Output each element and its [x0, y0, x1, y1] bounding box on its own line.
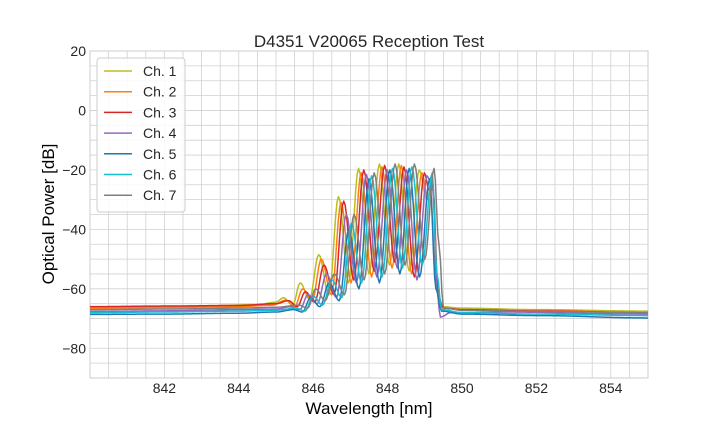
legend-label-ch-7: Ch. 7	[143, 187, 177, 203]
series-line-ch-5	[90, 167, 648, 319]
x-tick-label: 852	[525, 380, 549, 396]
legend-label-ch-6: Ch. 6	[143, 167, 177, 183]
legend: Ch. 1 Ch. 2 Ch. 3 Ch. 4 Ch. 5 Ch. 6 Ch. 7	[96, 57, 186, 213]
x-tick-label: 854	[599, 380, 623, 396]
y-tick-label: −40	[62, 221, 86, 237]
x-tick-label: 846	[302, 380, 326, 396]
x-tick-labels: 842 844 846 848 850 852 854	[153, 380, 623, 396]
chart-title: D4351 V20065 Reception Test	[254, 32, 485, 51]
series-lines	[90, 163, 648, 319]
x-tick-label: 848	[376, 380, 400, 396]
y-tick-label: 20	[70, 43, 86, 59]
x-tick-label: 842	[153, 380, 177, 396]
y-tick-label: −60	[62, 281, 86, 297]
y-tick-label: 0	[78, 102, 86, 118]
legend-label-ch-4: Ch. 4	[143, 125, 177, 141]
legend-label-ch-5: Ch. 5	[143, 146, 177, 162]
y-tick-labels: 20 0 −20 −40 −60 −80	[62, 43, 86, 356]
x-tick-label: 850	[450, 380, 474, 396]
series-line-ch-6	[90, 166, 648, 317]
legend-label-ch-1: Ch. 1	[143, 63, 177, 79]
plot-frame	[89, 50, 649, 379]
legend-label-ch-3: Ch. 3	[143, 104, 177, 120]
legend-box	[96, 57, 186, 213]
y-axis-label: Optical Power [dB]	[39, 144, 58, 285]
y-tick-label: −80	[62, 340, 86, 356]
y-tick-label: −20	[62, 162, 86, 178]
series-line-ch-7	[90, 163, 648, 314]
legend-label-ch-2: Ch. 2	[143, 84, 177, 100]
x-axis-label: Wavelength [nm]	[306, 399, 433, 418]
x-tick-label: 844	[227, 380, 251, 396]
series-line-ch-4	[90, 169, 648, 318]
